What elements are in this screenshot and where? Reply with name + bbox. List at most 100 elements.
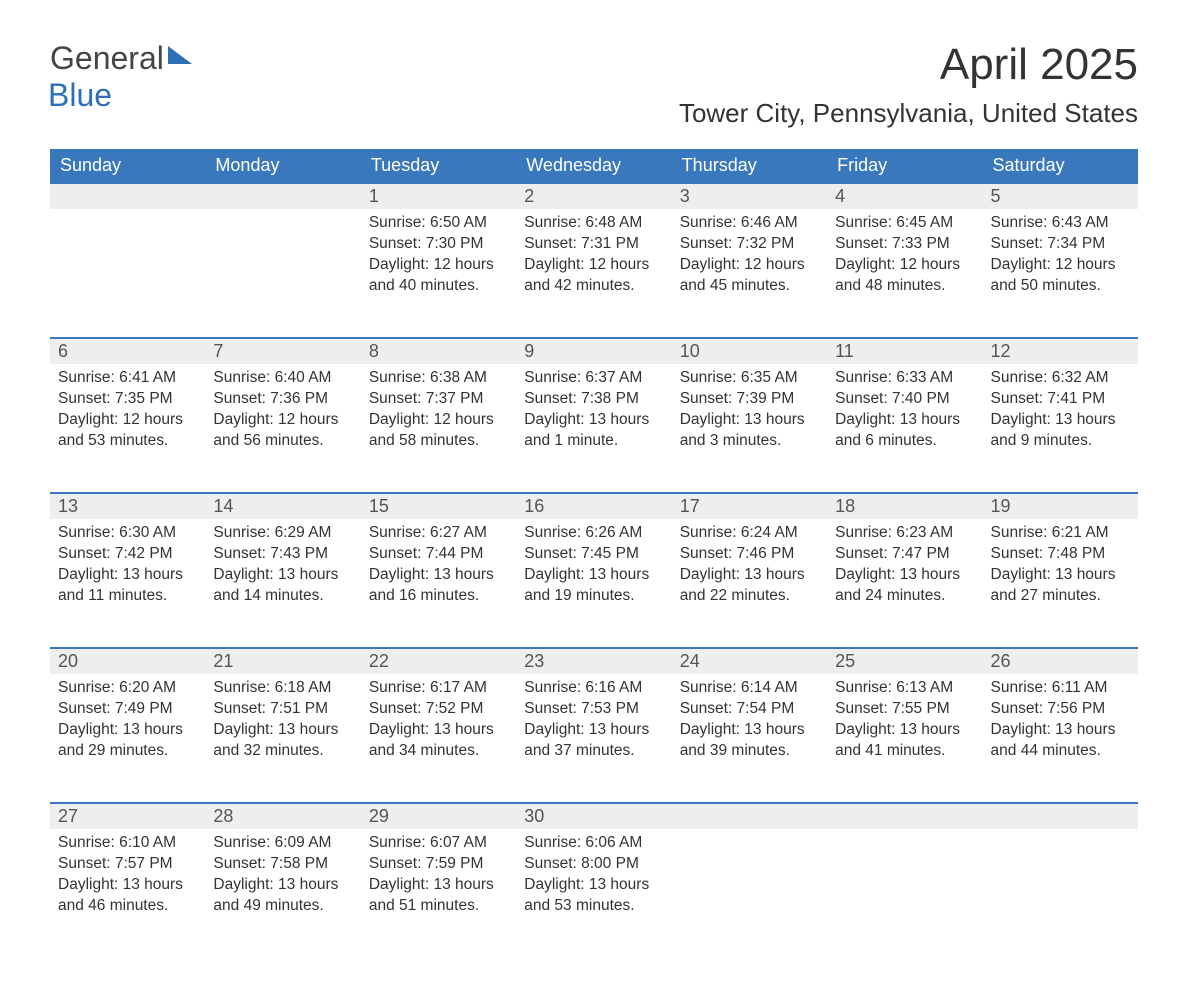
sunset-line: Sunset: 7:58 PM	[213, 854, 352, 875]
logo-text-general: General	[50, 40, 164, 76]
day-cell: Sunrise: 6:21 AMSunset: 7:48 PMDaylight:…	[983, 519, 1138, 647]
day-number: 2	[516, 182, 671, 209]
sunrise-line: Sunrise: 6:32 AM	[991, 368, 1130, 389]
day-number: 11	[827, 337, 982, 364]
day-cell-header	[50, 182, 205, 209]
day-cell-header: 19	[983, 492, 1138, 519]
daylight-line: Daylight: 13 hours and 11 minutes.	[58, 565, 197, 607]
day-cell: Sunrise: 6:23 AMSunset: 7:47 PMDaylight:…	[827, 519, 982, 647]
day-number: 28	[205, 802, 360, 829]
day-number: 18	[827, 492, 982, 519]
sunrise-line: Sunrise: 6:26 AM	[524, 523, 663, 544]
daylight-line: Daylight: 13 hours and 22 minutes.	[680, 565, 819, 607]
week-daynum-row: 12345	[50, 182, 1138, 209]
daylight-line: Daylight: 12 hours and 58 minutes.	[369, 410, 508, 452]
day-cell	[205, 209, 360, 337]
daylight-line: Daylight: 13 hours and 27 minutes.	[991, 565, 1130, 607]
sunset-line: Sunset: 7:41 PM	[991, 389, 1130, 410]
sunrise-line: Sunrise: 6:07 AM	[369, 833, 508, 854]
sunrise-line: Sunrise: 6:46 AM	[680, 213, 819, 234]
day-content: Sunrise: 6:45 AMSunset: 7:33 PMDaylight:…	[827, 209, 982, 315]
day-cell-header: 5	[983, 182, 1138, 209]
day-number: 12	[983, 337, 1138, 364]
day-number: 6	[50, 337, 205, 364]
sunrise-line: Sunrise: 6:35 AM	[680, 368, 819, 389]
day-cell: Sunrise: 6:07 AMSunset: 7:59 PMDaylight:…	[361, 829, 516, 957]
day-cell-header: 17	[672, 492, 827, 519]
sunset-line: Sunset: 7:51 PM	[213, 699, 352, 720]
sunset-line: Sunset: 7:30 PM	[369, 234, 508, 255]
week-content-row: Sunrise: 6:30 AMSunset: 7:42 PMDaylight:…	[50, 519, 1138, 647]
sunset-line: Sunset: 7:57 PM	[58, 854, 197, 875]
day-number-blank	[205, 182, 360, 209]
day-cell-header: 1	[361, 182, 516, 209]
daylight-line: Daylight: 13 hours and 19 minutes.	[524, 565, 663, 607]
daylight-line: Daylight: 12 hours and 50 minutes.	[991, 255, 1130, 297]
daylight-line: Daylight: 13 hours and 34 minutes.	[369, 720, 508, 762]
day-cell-header: 23	[516, 647, 671, 674]
sunrise-line: Sunrise: 6:40 AM	[213, 368, 352, 389]
calendar-body: 12345Sunrise: 6:50 AMSunset: 7:30 PMDayl…	[50, 182, 1138, 957]
day-number: 30	[516, 802, 671, 829]
day-content: Sunrise: 6:13 AMSunset: 7:55 PMDaylight:…	[827, 674, 982, 780]
day-number: 5	[983, 182, 1138, 209]
day-cell-header: 14	[205, 492, 360, 519]
week-daynum-row: 6789101112	[50, 337, 1138, 364]
day-number: 1	[361, 182, 516, 209]
day-number: 13	[50, 492, 205, 519]
day-cell: Sunrise: 6:14 AMSunset: 7:54 PMDaylight:…	[672, 674, 827, 802]
sunrise-line: Sunrise: 6:33 AM	[835, 368, 974, 389]
day-cell: Sunrise: 6:09 AMSunset: 7:58 PMDaylight:…	[205, 829, 360, 957]
day-content: Sunrise: 6:21 AMSunset: 7:48 PMDaylight:…	[983, 519, 1138, 625]
day-cell	[827, 829, 982, 957]
daylight-line: Daylight: 12 hours and 48 minutes.	[835, 255, 974, 297]
day-content: Sunrise: 6:27 AMSunset: 7:44 PMDaylight:…	[361, 519, 516, 625]
day-content: Sunrise: 6:37 AMSunset: 7:38 PMDaylight:…	[516, 364, 671, 470]
weekday-header-row: SundayMondayTuesdayWednesdayThursdayFrid…	[50, 149, 1138, 182]
daylight-line: Daylight: 13 hours and 32 minutes.	[213, 720, 352, 762]
day-cell: Sunrise: 6:18 AMSunset: 7:51 PMDaylight:…	[205, 674, 360, 802]
day-cell: Sunrise: 6:06 AMSunset: 8:00 PMDaylight:…	[516, 829, 671, 957]
day-number: 21	[205, 647, 360, 674]
sunset-line: Sunset: 8:00 PM	[524, 854, 663, 875]
day-number: 9	[516, 337, 671, 364]
day-cell: Sunrise: 6:20 AMSunset: 7:49 PMDaylight:…	[50, 674, 205, 802]
daylight-line: Daylight: 13 hours and 29 minutes.	[58, 720, 197, 762]
title-block: April 2025 Tower City, Pennsylvania, Uni…	[679, 40, 1138, 145]
weekday-header: Monday	[205, 149, 360, 182]
day-cell-header	[983, 802, 1138, 829]
day-cell-header: 21	[205, 647, 360, 674]
day-content: Sunrise: 6:20 AMSunset: 7:49 PMDaylight:…	[50, 674, 205, 780]
day-cell	[672, 829, 827, 957]
day-number-blank	[50, 182, 205, 209]
day-number: 19	[983, 492, 1138, 519]
day-cell-header: 12	[983, 337, 1138, 364]
weekday-header: Friday	[827, 149, 982, 182]
day-content: Sunrise: 6:35 AMSunset: 7:39 PMDaylight:…	[672, 364, 827, 470]
sunset-line: Sunset: 7:34 PM	[991, 234, 1130, 255]
daylight-line: Daylight: 13 hours and 37 minutes.	[524, 720, 663, 762]
week-daynum-row: 13141516171819	[50, 492, 1138, 519]
day-cell-header: 8	[361, 337, 516, 364]
daylight-line: Daylight: 13 hours and 16 minutes.	[369, 565, 508, 607]
sunset-line: Sunset: 7:48 PM	[991, 544, 1130, 565]
day-cell: Sunrise: 6:27 AMSunset: 7:44 PMDaylight:…	[361, 519, 516, 647]
day-content: Sunrise: 6:17 AMSunset: 7:52 PMDaylight:…	[361, 674, 516, 780]
daylight-line: Daylight: 13 hours and 24 minutes.	[835, 565, 974, 607]
day-cell: Sunrise: 6:16 AMSunset: 7:53 PMDaylight:…	[516, 674, 671, 802]
daylight-line: Daylight: 13 hours and 3 minutes.	[680, 410, 819, 452]
sunrise-line: Sunrise: 6:41 AM	[58, 368, 197, 389]
day-cell-header: 28	[205, 802, 360, 829]
sunrise-line: Sunrise: 6:30 AM	[58, 523, 197, 544]
sunset-line: Sunset: 7:33 PM	[835, 234, 974, 255]
day-number: 17	[672, 492, 827, 519]
sunrise-line: Sunrise: 6:48 AM	[524, 213, 663, 234]
day-number: 25	[827, 647, 982, 674]
day-cell-header: 24	[672, 647, 827, 674]
sunrise-line: Sunrise: 6:06 AM	[524, 833, 663, 854]
sunset-line: Sunset: 7:31 PM	[524, 234, 663, 255]
day-cell: Sunrise: 6:30 AMSunset: 7:42 PMDaylight:…	[50, 519, 205, 647]
sunrise-line: Sunrise: 6:24 AM	[680, 523, 819, 544]
day-number-blank	[672, 802, 827, 829]
day-number: 20	[50, 647, 205, 674]
